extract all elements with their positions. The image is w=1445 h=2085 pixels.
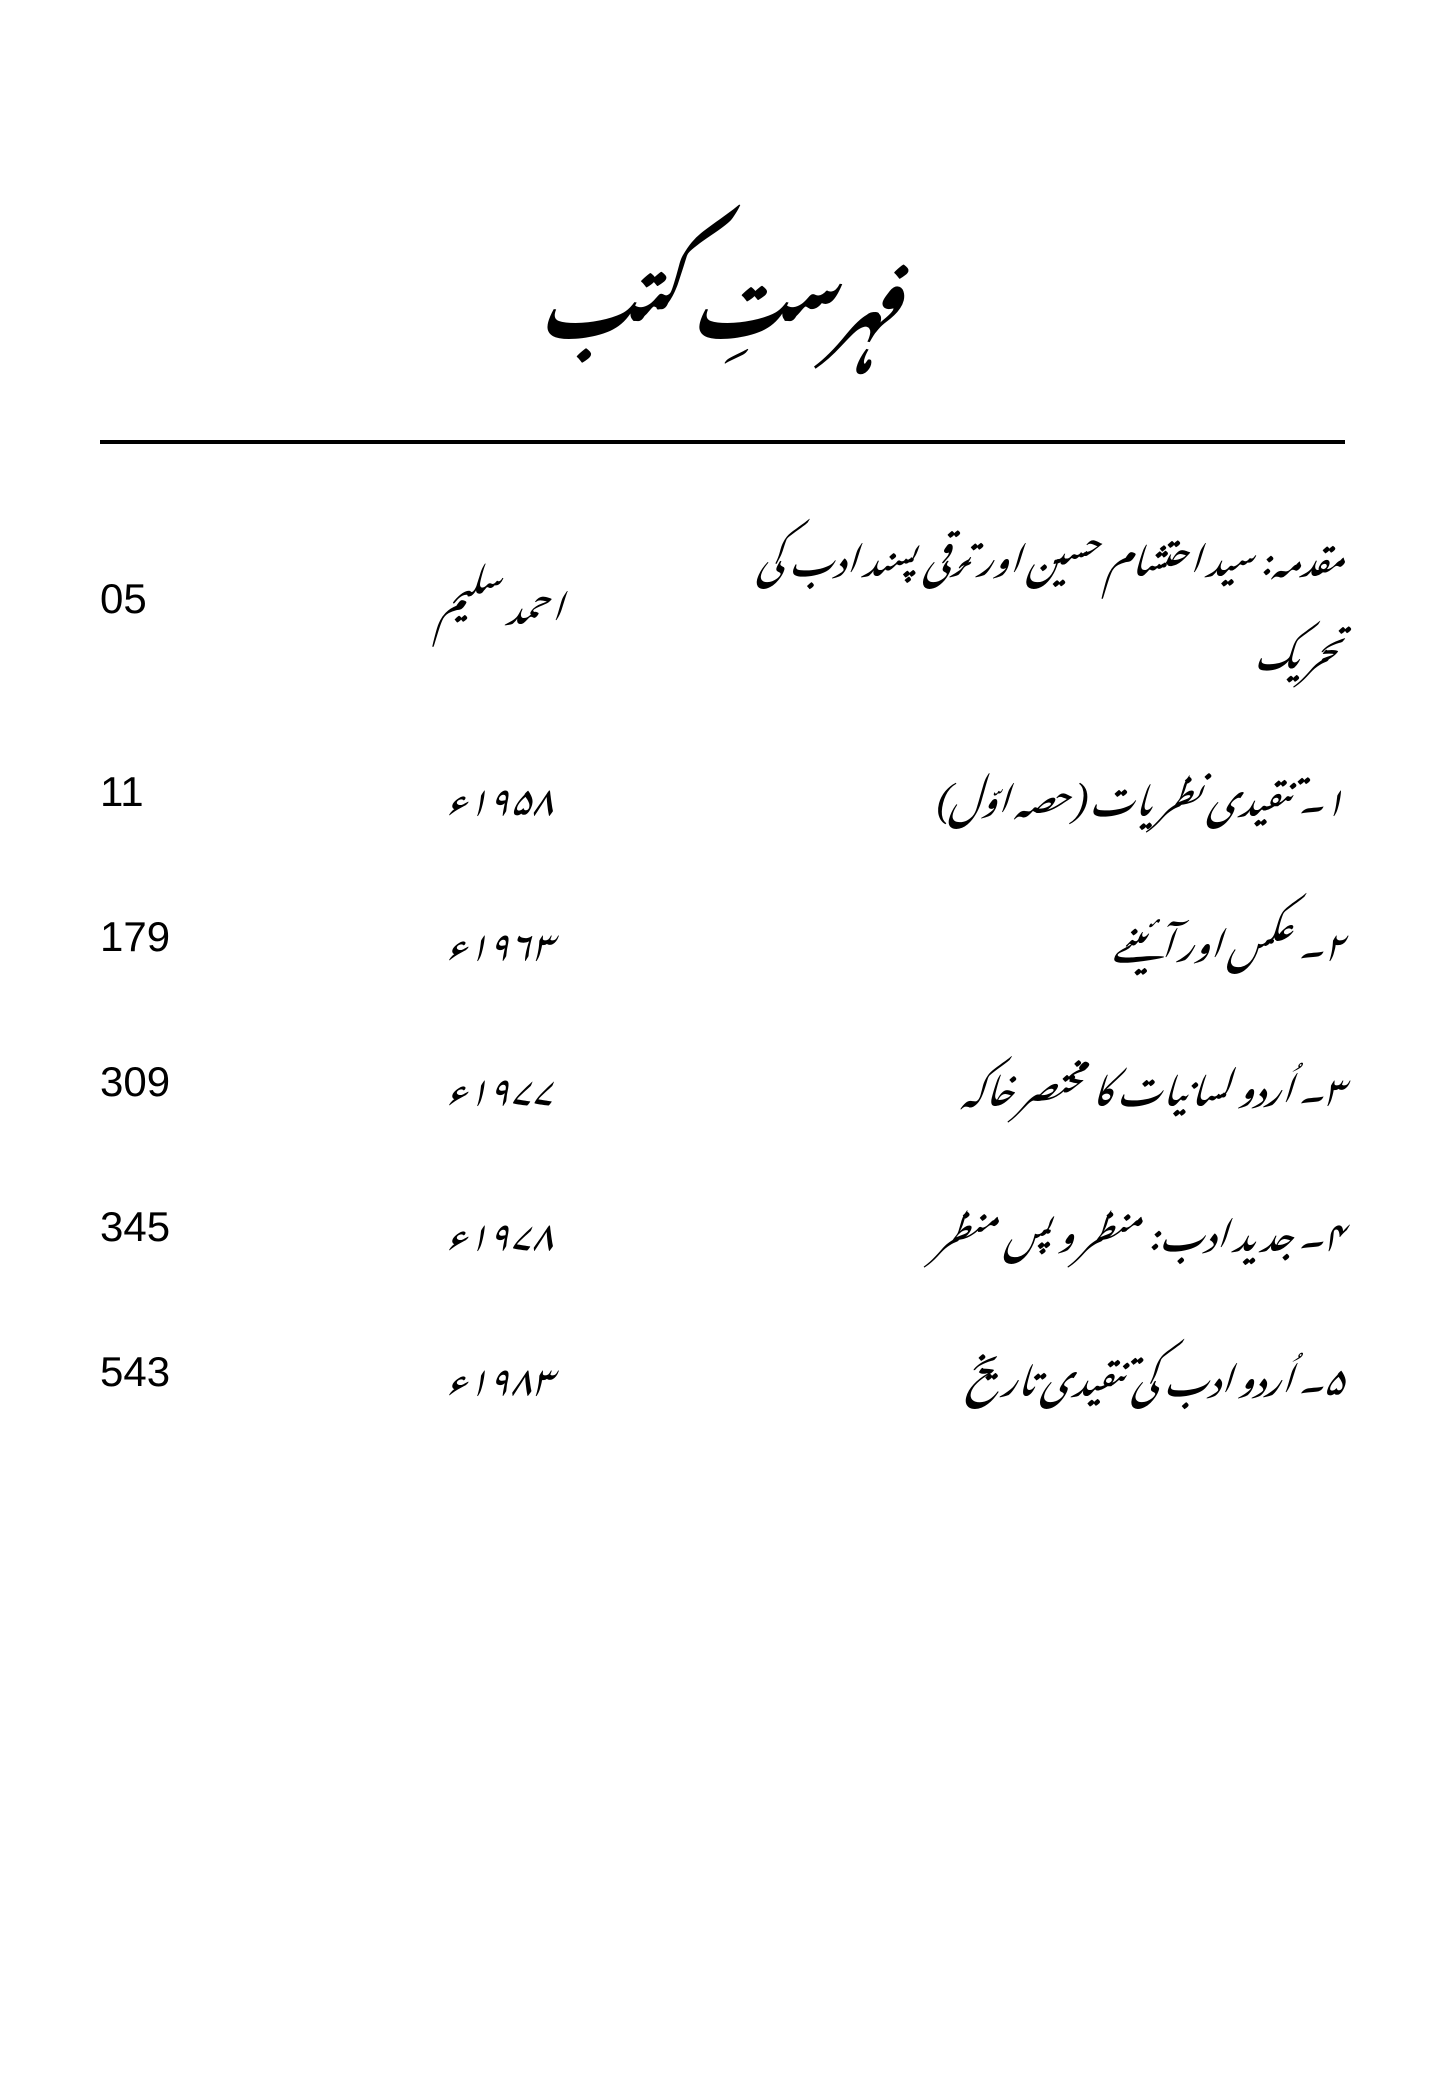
publication-year: ۱۹۷۸ء [300, 1179, 700, 1274]
page-number: 345 [100, 1203, 300, 1251]
publication-year: ۱۹۸۳ء [300, 1324, 700, 1419]
entry-title: ۴۔ جدید ادب: منظر و پس منظر [700, 1179, 1345, 1274]
page-number: 543 [100, 1348, 300, 1396]
page-title: فہرستِ کتب [100, 200, 1345, 380]
entry-title: ۳۔ اُردو لسانیات کا مختصر خاکہ [700, 1034, 1345, 1129]
publication-year: ۱۹۷۷ء [300, 1034, 700, 1129]
entry-title: ۵۔ اُردو ادب کی تنقیدی تاریخ [700, 1324, 1345, 1419]
publication-year: ۱۹۵۸ء [300, 744, 700, 839]
page-number: 309 [100, 1058, 300, 1106]
toc-row: 309 ۱۹۷۷ء ۳۔ اُردو لسانیات کا مختصر خاکہ [100, 1034, 1345, 1129]
author-name: احمد سلیم [300, 552, 700, 647]
entry-title: ۱۔ تنقیدی نظریات (حصہ اوّل) [700, 744, 1345, 839]
publication-year: ۱۹۶۳ء [300, 889, 700, 984]
entry-title: ۲۔ عکس اور آئینے [700, 889, 1345, 984]
toc-row: 345 ۱۹۷۸ء ۴۔ جدید ادب: منظر و پس منظر [100, 1179, 1345, 1274]
entry-title: مقدمہ: سید احتشام حسین اور ترقی پسند ادب… [700, 504, 1345, 694]
toc-row: 11 ۱۹۵۸ء ۱۔ تنقیدی نظریات (حصہ اوّل) [100, 744, 1345, 839]
title-divider [100, 440, 1345, 444]
page-number: 179 [100, 913, 300, 961]
toc-row: 543 ۱۹۸۳ء ۵۔ اُردو ادب کی تنقیدی تاریخ [100, 1324, 1345, 1419]
toc-row: 05 احمد سلیم مقدمہ: سید احتشام حسین اور … [100, 504, 1345, 694]
page-number: 05 [100, 575, 300, 623]
toc-row: 179 ۱۹۶۳ء ۲۔ عکس اور آئینے [100, 889, 1345, 984]
page-number: 11 [100, 768, 300, 816]
